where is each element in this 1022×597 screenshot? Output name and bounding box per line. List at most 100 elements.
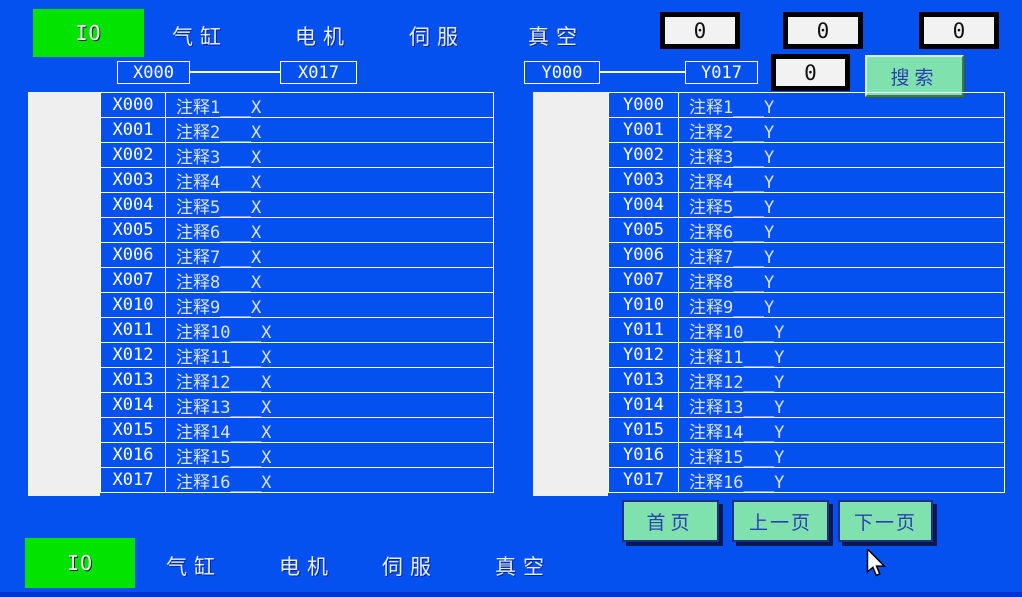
io-address-cell: Y002 bbox=[609, 143, 679, 167]
io-comment-cell: 注释7___Y bbox=[689, 247, 775, 268]
table-row: X002 注释3___X bbox=[101, 143, 493, 168]
table-row: X006 注释7___X bbox=[101, 243, 493, 268]
table-row: Y004 注释5___Y bbox=[609, 193, 1004, 218]
x-io-table: X000 注释1___X X001 注释2___X X002 注释3___X X… bbox=[100, 92, 494, 493]
io-comment-cell: 注释2___X bbox=[176, 122, 262, 143]
io-comment-cell: 注释12___Y bbox=[689, 372, 785, 393]
prev-page-button[interactable]: 上一页 bbox=[732, 500, 829, 542]
io-comment-cell: 注释14___Y bbox=[689, 422, 785, 443]
y-range-to-input[interactable]: Y017 bbox=[685, 61, 758, 84]
y-status-strip bbox=[533, 92, 608, 496]
io-comment-cell: 注释13___Y bbox=[689, 397, 785, 418]
io-address-cell: Y010 bbox=[609, 293, 679, 317]
io-address-cell: Y017 bbox=[609, 468, 679, 492]
tab-motor-bottom[interactable]: 电机 bbox=[279, 555, 335, 579]
tab-motor-top[interactable]: 电机 bbox=[295, 25, 351, 49]
io-comment-cell: 注释10___X bbox=[176, 322, 272, 343]
numeric-display-4: 0 bbox=[771, 54, 850, 91]
io-address-cell: X005 bbox=[101, 218, 166, 242]
io-comment-cell: 注释16___Y bbox=[689, 472, 785, 493]
io-address-cell: X012 bbox=[101, 343, 166, 367]
numeric-display-2: 0 bbox=[783, 12, 863, 49]
y-range-from-input[interactable]: Y000 bbox=[524, 61, 600, 84]
io-comment-cell: 注释4___X bbox=[176, 172, 262, 193]
io-comment-cell: 注释11___X bbox=[176, 347, 272, 368]
io-comment-cell: 注释14___X bbox=[176, 422, 272, 443]
io-address-cell: X015 bbox=[101, 418, 166, 442]
table-row: Y007 注释8___Y bbox=[609, 268, 1004, 293]
io-comment-cell: 注释1___Y bbox=[689, 97, 775, 118]
io-address-cell: X011 bbox=[101, 318, 166, 342]
io-address-cell: Y000 bbox=[609, 93, 679, 117]
tab-io-bottom[interactable]: IO bbox=[25, 538, 135, 588]
io-address-cell: Y012 bbox=[609, 343, 679, 367]
table-row: X001 注释2___X bbox=[101, 118, 493, 143]
x-range-to-input[interactable]: X017 bbox=[280, 61, 357, 84]
table-row: X015 注释14___X bbox=[101, 418, 493, 443]
tab-servo-top[interactable]: 伺服 bbox=[409, 25, 465, 49]
tab-cylinder-bottom[interactable]: 气缸 bbox=[166, 555, 222, 579]
table-row: X000 注释1___X bbox=[101, 93, 493, 118]
io-address-cell: Y006 bbox=[609, 243, 679, 267]
numeric-display-3: 0 bbox=[919, 12, 999, 49]
table-row: Y012 注释11___Y bbox=[609, 343, 1004, 368]
table-row: X003 注释4___X bbox=[101, 168, 493, 193]
table-row: X016 注释15___X bbox=[101, 443, 493, 468]
home-page-button[interactable]: 首页 bbox=[622, 500, 719, 542]
tab-vacuum-bottom[interactable]: 真空 bbox=[495, 555, 551, 579]
io-address-cell: X004 bbox=[101, 193, 166, 217]
tab-vacuum-top[interactable]: 真空 bbox=[528, 25, 584, 49]
io-address-cell: X013 bbox=[101, 368, 166, 392]
io-address-cell: Y015 bbox=[609, 418, 679, 442]
table-row: Y010 注释9___Y bbox=[609, 293, 1004, 318]
table-row: X017 注释16___X bbox=[101, 468, 493, 492]
table-row: Y017 注释16___Y bbox=[609, 468, 1004, 492]
table-row: Y013 注释12___Y bbox=[609, 368, 1004, 393]
tab-io-top[interactable]: IO bbox=[33, 9, 144, 57]
table-row: X004 注释5___X bbox=[101, 193, 493, 218]
bottom-edge-strip bbox=[0, 592, 1022, 597]
io-comment-cell: 注释10___Y bbox=[689, 322, 785, 343]
x-range-from-input[interactable]: X000 bbox=[117, 61, 190, 84]
table-row: Y015 注释14___Y bbox=[609, 418, 1004, 443]
io-comment-cell: 注释5___Y bbox=[689, 197, 775, 218]
io-comment-cell: 注释6___Y bbox=[689, 222, 775, 243]
table-row: Y006 注释7___Y bbox=[609, 243, 1004, 268]
y-range-connector-line bbox=[600, 71, 685, 73]
io-address-cell: Y004 bbox=[609, 193, 679, 217]
io-comment-cell: 注释9___X bbox=[176, 297, 262, 318]
next-page-button[interactable]: 下一页 bbox=[838, 500, 933, 542]
table-row: Y000 注释1___Y bbox=[609, 93, 1004, 118]
io-comment-cell: 注释15___Y bbox=[689, 447, 785, 468]
io-address-cell: X010 bbox=[101, 293, 166, 317]
table-row: Y014 注释13___Y bbox=[609, 393, 1004, 418]
table-row: Y011 注释10___Y bbox=[609, 318, 1004, 343]
io-address-cell: X006 bbox=[101, 243, 166, 267]
io-address-cell: Y014 bbox=[609, 393, 679, 417]
tab-cylinder-top[interactable]: 气缸 bbox=[172, 25, 228, 49]
io-address-cell: X014 bbox=[101, 393, 166, 417]
x-range-connector-line bbox=[190, 71, 280, 73]
io-comment-cell: 注释2___Y bbox=[689, 122, 775, 143]
io-comment-cell: 注释7___X bbox=[176, 247, 262, 268]
io-comment-cell: 注释8___X bbox=[176, 272, 262, 293]
io-address-cell: Y013 bbox=[609, 368, 679, 392]
io-comment-cell: 注释9___Y bbox=[689, 297, 775, 318]
tab-servo-bottom[interactable]: 伺服 bbox=[382, 555, 438, 579]
table-row: Y005 注释6___Y bbox=[609, 218, 1004, 243]
search-button[interactable]: 搜索 bbox=[865, 55, 964, 97]
io-address-cell: X016 bbox=[101, 443, 166, 467]
io-address-cell: Y005 bbox=[609, 218, 679, 242]
io-comment-cell: 注释4___Y bbox=[689, 172, 775, 193]
io-comment-cell: 注释11___Y bbox=[689, 347, 785, 368]
table-row: X013 注释12___X bbox=[101, 368, 493, 393]
io-address-cell: X000 bbox=[101, 93, 166, 117]
io-comment-cell: 注释3___X bbox=[176, 147, 262, 168]
table-row: Y016 注释15___Y bbox=[609, 443, 1004, 468]
io-comment-cell: 注释5___X bbox=[176, 197, 262, 218]
table-row: X012 注释11___X bbox=[101, 343, 493, 368]
table-row: X014 注释13___X bbox=[101, 393, 493, 418]
table-row: X011 注释10___X bbox=[101, 318, 493, 343]
x-status-strip bbox=[28, 92, 100, 496]
io-address-cell: Y007 bbox=[609, 268, 679, 292]
